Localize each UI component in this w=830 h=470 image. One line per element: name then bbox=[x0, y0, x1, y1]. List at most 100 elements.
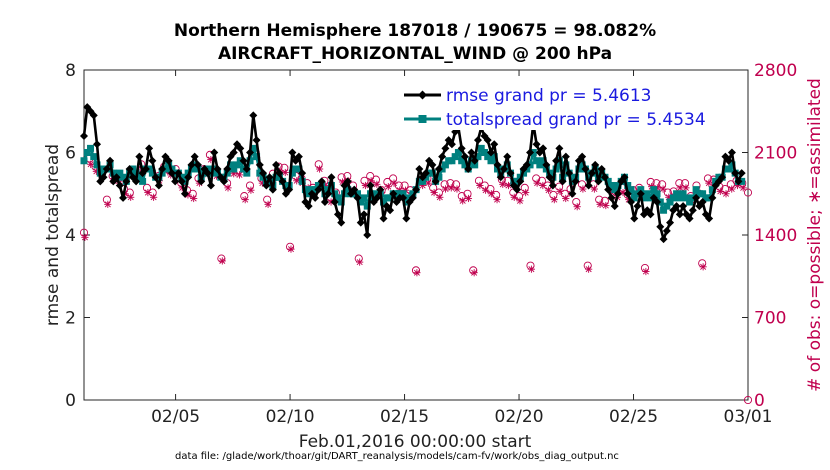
obs-assimilated-marker bbox=[224, 184, 232, 192]
obs-assimilated-stroke bbox=[660, 186, 667, 193]
rmse-point bbox=[122, 177, 131, 186]
rmse-point bbox=[558, 177, 567, 186]
right-tick-label: 2800 bbox=[754, 61, 797, 81]
obs-assimilated-marker bbox=[356, 258, 364, 266]
obs-assimilated-stroke bbox=[104, 201, 111, 208]
left-tick-label: 8 bbox=[65, 61, 76, 81]
obs-assimilated-marker bbox=[579, 185, 587, 193]
rmse-point bbox=[379, 214, 388, 223]
rmse-point bbox=[236, 144, 245, 153]
rmse-point bbox=[604, 185, 613, 194]
x-axis: 02/05 02/10 02/15 02/20 02/25 03/01 bbox=[151, 70, 773, 427]
rmse-point bbox=[298, 169, 307, 178]
left-tick-label: 6 bbox=[65, 144, 76, 164]
obs-assimilated-stroke bbox=[453, 186, 461, 193]
rmse-point bbox=[662, 226, 671, 235]
rmse-point bbox=[490, 140, 499, 149]
rmse-point bbox=[438, 152, 447, 161]
rmse-point bbox=[679, 202, 688, 211]
totalspread-point bbox=[441, 161, 449, 169]
rmse-point bbox=[675, 210, 684, 219]
rmse-point bbox=[653, 198, 662, 206]
obs-assimilated-stroke bbox=[545, 187, 552, 194]
totalspread-point bbox=[380, 198, 388, 206]
legend-box bbox=[398, 80, 743, 130]
rmse-point bbox=[473, 136, 482, 145]
rmse-point bbox=[112, 173, 121, 182]
rmse-point bbox=[457, 144, 466, 153]
obs-assimilated-marker bbox=[247, 186, 255, 194]
totalspread-point bbox=[301, 186, 309, 194]
rmse-point bbox=[434, 165, 443, 173]
totalspread-point bbox=[344, 186, 352, 194]
rmse-point bbox=[255, 160, 264, 169]
totalspread-point bbox=[607, 182, 615, 189]
right-tick-label: 1400 bbox=[754, 226, 797, 246]
rmse-point bbox=[115, 181, 124, 190]
obs-assimilated-stroke bbox=[602, 202, 609, 209]
obs-assimilated-stroke bbox=[700, 263, 707, 270]
rmse-point bbox=[731, 169, 740, 178]
totalspread-point bbox=[471, 161, 479, 169]
obs-assimilated-stroke bbox=[585, 266, 592, 273]
rmse-point bbox=[539, 144, 548, 153]
rmse-point bbox=[415, 165, 424, 173]
obs-assimilated-marker bbox=[659, 185, 667, 193]
obs-assimilated-stroke bbox=[144, 189, 151, 196]
x-tick-label: 02/15 bbox=[380, 407, 429, 427]
rmse-point bbox=[154, 181, 163, 190]
obs-assimilated-marker bbox=[218, 257, 226, 265]
obs-assimilated-stroke bbox=[642, 268, 649, 275]
obs-assimilated-stroke bbox=[499, 181, 506, 188]
totalspread-point bbox=[490, 153, 498, 161]
rmse-point bbox=[249, 111, 258, 120]
rmse-point bbox=[692, 193, 701, 202]
obs-assimilated-marker bbox=[127, 193, 135, 201]
obs-assimilated-marker bbox=[413, 269, 421, 277]
rmse-point bbox=[210, 148, 219, 157]
totalspread-point bbox=[627, 186, 635, 194]
rmse-point bbox=[330, 198, 339, 206]
obs-assimilated-marker bbox=[241, 196, 249, 204]
obs-assimilated-marker bbox=[739, 184, 747, 192]
rmse-point bbox=[506, 169, 515, 178]
obs-assimilated-marker bbox=[699, 263, 707, 271]
rmse-point bbox=[317, 177, 326, 186]
totalspread-point bbox=[428, 169, 436, 177]
obs-assimilated-marker bbox=[590, 185, 598, 193]
rmse-point bbox=[594, 177, 603, 186]
x-axis-label: Feb.01,2016 00:00:00 start bbox=[299, 432, 532, 452]
rmse-point bbox=[431, 177, 440, 186]
totalspread-point bbox=[660, 206, 668, 214]
rmse-point bbox=[607, 193, 616, 202]
rmse-point bbox=[688, 206, 697, 215]
rmse-point bbox=[141, 165, 150, 173]
rmse-point bbox=[89, 111, 98, 120]
obs-assimilated-marker bbox=[87, 160, 95, 168]
totalspread-point bbox=[666, 198, 674, 206]
obs-assimilated-stroke bbox=[316, 165, 323, 173]
obs-assimilated-marker bbox=[499, 180, 507, 188]
obs-possible-marker bbox=[743, 188, 753, 197]
rmse-point bbox=[656, 222, 665, 231]
totalspread-point bbox=[295, 165, 303, 173]
rmse-point bbox=[337, 218, 346, 227]
obs-assimilated-stroke bbox=[190, 195, 197, 202]
rmse-point bbox=[389, 189, 398, 198]
rmse-point bbox=[102, 165, 111, 173]
rmse-series bbox=[80, 103, 746, 244]
rmse-point bbox=[164, 156, 173, 165]
rmse-point bbox=[213, 165, 222, 173]
obs-assimilated-marker bbox=[544, 186, 553, 194]
obs-assimilated-stroke bbox=[431, 189, 438, 196]
totalspread-point bbox=[708, 186, 716, 194]
left-tick-label: 0 bbox=[65, 391, 76, 411]
obs-assimilated-stroke bbox=[265, 201, 272, 208]
rmse-point bbox=[470, 156, 479, 165]
obs-assimilated-stroke bbox=[87, 161, 94, 168]
totalspread-point bbox=[503, 161, 511, 169]
obs-assimilated-stroke bbox=[551, 196, 558, 203]
rmse-point bbox=[171, 177, 180, 186]
obs-assimilated-marker bbox=[533, 179, 541, 187]
